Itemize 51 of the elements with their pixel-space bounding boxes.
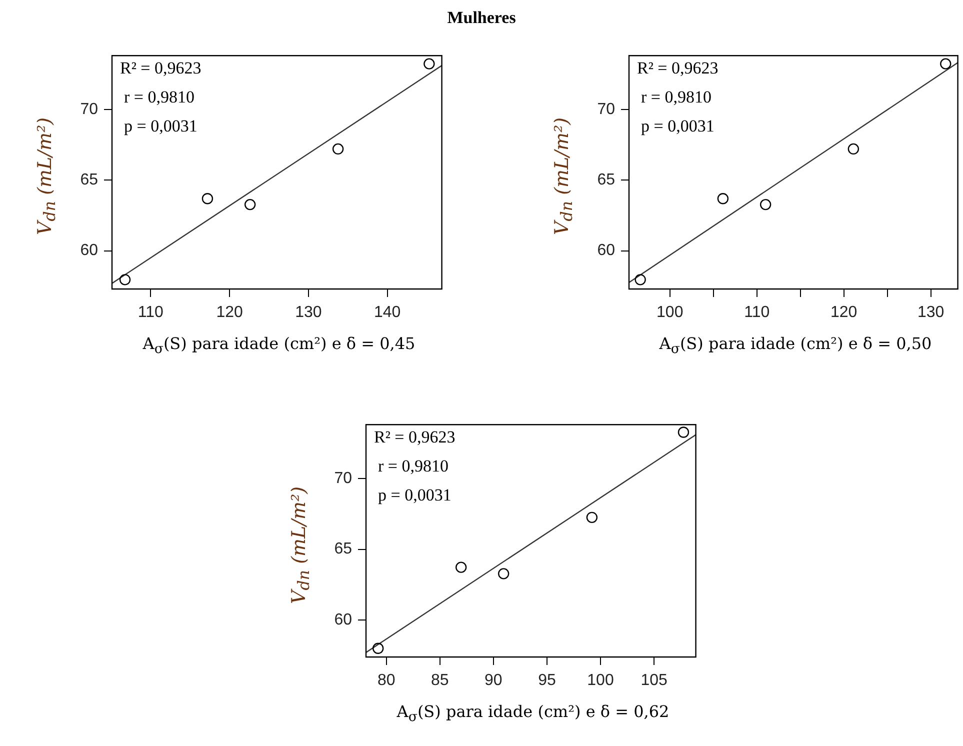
point — [498, 568, 510, 580]
x-tick-label: 120 — [216, 304, 244, 322]
x-tick-label: 90 — [484, 672, 502, 690]
annotation: p = 0,0031 — [378, 486, 452, 505]
point — [586, 512, 598, 524]
x-tick-label: 130 — [295, 304, 322, 322]
annotation: p = 0,0031 — [641, 116, 714, 136]
annotation: r = 0,9810 — [641, 88, 712, 107]
x-tick-label: 105 — [640, 672, 668, 690]
point — [848, 143, 860, 155]
x-tick-label: 110 — [138, 304, 164, 322]
y-tick-label: 70 — [597, 100, 616, 118]
x-tick-label: 80 — [377, 672, 396, 690]
point — [244, 198, 256, 210]
x-tick-label: 95 — [538, 672, 556, 690]
point — [717, 193, 729, 204]
text: Mulheres — [446, 8, 517, 28]
y-tick-label: 70 — [80, 100, 98, 118]
y-tick-label: 60 — [334, 612, 352, 629]
annotation: r = 0,9810 — [124, 88, 194, 107]
x-tick-label: 100 — [587, 672, 614, 690]
point — [424, 58, 435, 70]
x-tick-label: 100 — [656, 304, 684, 322]
point — [119, 274, 131, 286]
x-axis-title: A$_{σ}$(S) para idade (cm²) e δ = 0,45 — [142, 334, 416, 358]
y-tick-label: 70 — [334, 470, 352, 487]
y-tick-label: 60 — [597, 242, 616, 260]
x-axis-title: A$_{σ}$(S) para idade (cm²) e δ = 0,50 — [658, 334, 933, 358]
x-axis-title: A$_{σ}$(S) para idade (cm²) e δ = 0,62 — [396, 702, 670, 726]
point — [202, 193, 214, 204]
y-tick-label: 65 — [334, 540, 352, 558]
point — [634, 274, 646, 286]
annotation: p = 0,0031 — [124, 116, 198, 136]
annotation: R² = 0,9623 — [374, 428, 456, 447]
y-tick-label: 65 — [597, 171, 616, 188]
x-tick-label: 120 — [830, 304, 858, 322]
y-tick-label: 60 — [80, 242, 98, 260]
point — [760, 198, 772, 210]
annotation: r = 0,9810 — [378, 456, 448, 476]
point — [678, 426, 690, 438]
x-tick-label: 110 — [744, 304, 770, 322]
x-tick-label: 130 — [917, 304, 944, 322]
x-tick-label: 85 — [430, 672, 449, 690]
point — [940, 58, 952, 70]
annotation: R² = 0,9623 — [637, 58, 718, 78]
y-tick-label: 65 — [80, 171, 98, 188]
point — [372, 642, 384, 654]
point — [332, 143, 344, 155]
x-tick-label: 140 — [374, 304, 401, 322]
point — [455, 562, 467, 573]
annotation: R² = 0,9623 — [120, 58, 202, 78]
